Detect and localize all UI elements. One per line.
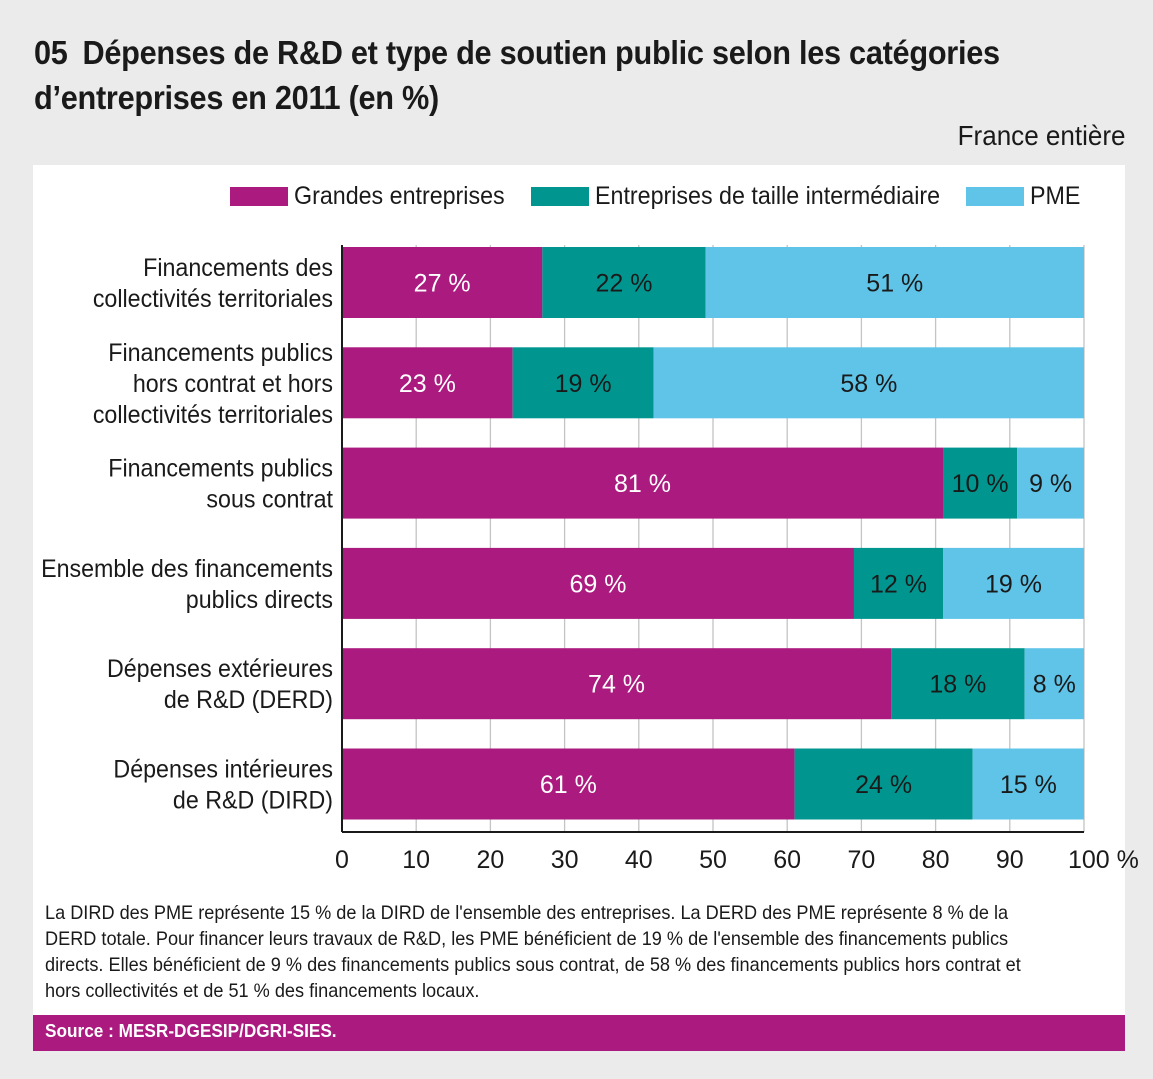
- category-label: Financements des: [143, 254, 333, 282]
- bar-segment-pme: [705, 247, 1084, 318]
- bar-segment-eti: [512, 347, 654, 419]
- data-label: 58 %: [840, 370, 897, 398]
- bar-segment-pme: [943, 547, 1084, 619]
- bar-segment-grandes: [342, 347, 513, 419]
- bar-segment-eti: [853, 547, 944, 619]
- category-label: Dépenses extérieures: [107, 655, 333, 683]
- bar-segment-grandes: [342, 547, 854, 619]
- data-label: 61 %: [540, 771, 597, 799]
- bar-segment-pme: [972, 748, 1084, 820]
- title-line-1: Dépenses de R&D et type de soutien publi…: [82, 34, 1000, 71]
- data-label: 51 %: [866, 270, 923, 298]
- bar-segment-pme: [1017, 447, 1084, 519]
- bar-segment-grandes: [342, 648, 892, 720]
- category-label: Financements publics: [108, 339, 333, 367]
- data-label: 74 %: [588, 671, 645, 699]
- x-tick-label: 40: [625, 846, 653, 874]
- bar-segment-pme: [1024, 648, 1084, 720]
- bar-segment-eti: [943, 447, 1018, 519]
- legend-swatch-eti: [531, 186, 589, 206]
- data-label: 19 %: [985, 570, 1042, 598]
- x-tick-label: 0: [335, 846, 349, 874]
- data-label: 10 %: [952, 470, 1009, 498]
- x-tick-label: 60: [773, 846, 801, 874]
- bar-segment-eti: [542, 247, 706, 318]
- x-tick-label: 50: [699, 846, 727, 874]
- x-tick-label: 20: [476, 846, 504, 874]
- category-label: de R&D (DERD): [164, 686, 333, 714]
- bar-segment-grandes: [342, 247, 543, 318]
- category-label: Dépenses intérieures: [113, 756, 333, 784]
- data-label: 19 %: [555, 370, 612, 398]
- x-tick-label: 100 %: [1068, 846, 1139, 874]
- legend-item-pme: PME: [966, 181, 1084, 211]
- data-label: 8 %: [1033, 671, 1076, 699]
- bar-segment-pme: [653, 347, 1084, 419]
- category-label: de R&D (DIRD): [173, 787, 333, 815]
- x-tick-label: 10: [402, 846, 430, 874]
- bar-segment-grandes: [342, 748, 795, 820]
- data-label: 15 %: [1000, 771, 1057, 799]
- legend-item-grandes: Grandes entreprises: [230, 181, 521, 211]
- data-label: 81 %: [614, 470, 671, 498]
- chart-title: 05 Dépenses de R&D et type de soutien pub…: [34, 30, 1038, 120]
- category-label: collectivités territoriales: [93, 401, 333, 429]
- x-tick-label: 90: [996, 846, 1024, 874]
- legend-label-grandes: Grandes entreprises: [294, 181, 505, 210]
- bar-segment-grandes: [342, 447, 944, 519]
- bar-segment-eti: [794, 748, 973, 820]
- chart-note: La DIRD des PME représente 15 % de la DI…: [45, 902, 1021, 1002]
- category-label: sous contrat: [206, 486, 333, 514]
- data-label: 18 %: [929, 671, 986, 699]
- data-label: 12 %: [870, 570, 927, 598]
- data-label: 22 %: [595, 270, 652, 298]
- title-line-2: d’entreprises en 2011 (en %): [34, 79, 439, 116]
- source-bar: Source : MESR-DGESIP/DGRI-SIES.: [33, 1015, 1125, 1051]
- legend-swatch-pme: [966, 186, 1024, 206]
- data-label: 24 %: [855, 771, 912, 799]
- category-label: publics directs: [186, 586, 333, 614]
- legend-label-pme: PME: [1030, 181, 1081, 210]
- data-label: 23 %: [399, 370, 456, 398]
- category-label: collectivités territoriales: [93, 285, 333, 313]
- legend-label-eti: Entreprises de taille intermédiaire: [595, 181, 941, 210]
- x-tick-label: 70: [847, 846, 875, 874]
- category-label: Financements publics: [108, 455, 333, 483]
- x-tick-label: 80: [922, 846, 950, 874]
- data-label: 27 %: [414, 270, 471, 298]
- legend-item-eti: Entreprises de taille intermédiaire: [531, 181, 966, 211]
- bar-segment-eti: [891, 648, 1025, 720]
- legend-swatch-grandes: [230, 186, 288, 206]
- category-label: hors contrat et hors: [133, 370, 333, 398]
- source-text: Source : MESR-DGESIP/DGRI-SIES.: [45, 1020, 337, 1041]
- x-tick-label: 30: [551, 846, 579, 874]
- geographic-scope: France entière: [958, 120, 1126, 151]
- category-label: Ensemble des financements: [41, 555, 333, 583]
- data-label: 9 %: [1029, 470, 1072, 498]
- data-label: 69 %: [569, 570, 626, 598]
- chart-number: 05: [34, 34, 68, 71]
